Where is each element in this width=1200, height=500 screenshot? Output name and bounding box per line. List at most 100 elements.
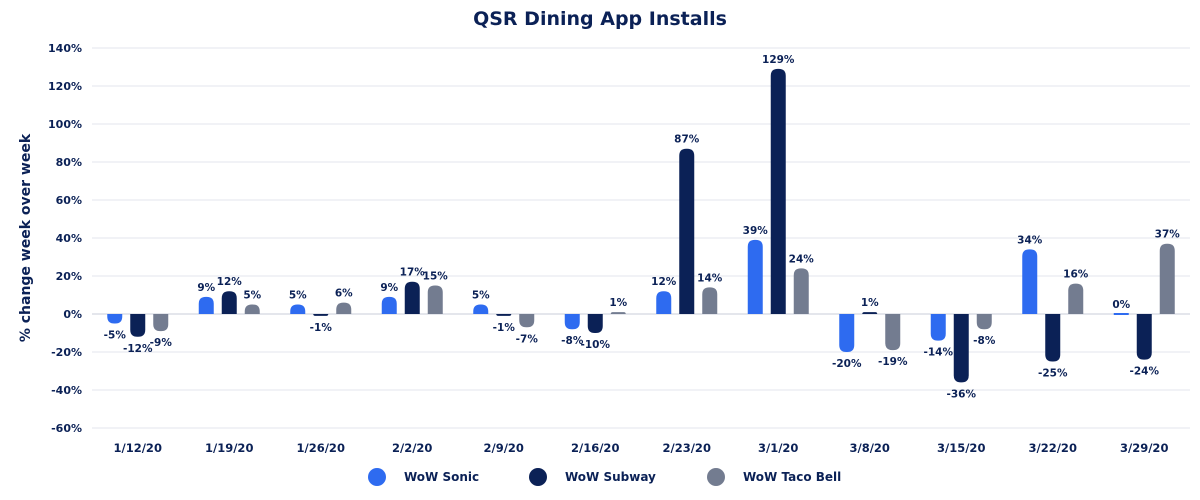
data-label: 0%: [1112, 299, 1130, 311]
data-label: -9%: [150, 337, 173, 349]
data-label: 5%: [472, 290, 490, 302]
data-label: -14%: [924, 347, 954, 359]
data-label: 12%: [651, 276, 677, 288]
data-label: -1%: [310, 322, 333, 334]
bar: [336, 302, 352, 314]
bar: [107, 314, 123, 324]
legend-label: WoW Subway: [565, 470, 656, 484]
bar: [427, 285, 443, 314]
bar: [564, 314, 580, 330]
data-label: -7%: [516, 333, 539, 345]
y-tick-label: 60%: [56, 194, 82, 207]
x-category-label: 1/12/20: [114, 441, 162, 455]
y-axis-title: % change week over week: [18, 133, 34, 342]
data-label: 37%: [1155, 229, 1181, 241]
bar: [381, 296, 397, 314]
data-labels-layer: -5%-12%-9%9% 12%5% 5%-1%6% 9%17%15%5%-1%-7%…: [104, 54, 1181, 400]
bar: [747, 239, 763, 314]
data-label: -19%: [878, 356, 908, 368]
data-label: 87%: [674, 134, 700, 146]
y-tick-label: -40%: [51, 384, 82, 397]
data-label: 15%: [423, 271, 449, 283]
bar: [885, 314, 901, 351]
bar: [587, 314, 603, 333]
bar: [153, 314, 169, 332]
data-label: 1%: [609, 297, 627, 309]
data-label: 17%: [400, 267, 426, 279]
data-label: -5%: [104, 330, 127, 342]
y-tick-label: 80%: [56, 156, 82, 169]
y-tick-label: 140%: [48, 42, 82, 55]
bar: [1159, 243, 1175, 314]
chart-title: QSR Dining App Installs: [473, 8, 727, 30]
data-label: -12%: [123, 343, 153, 355]
data-label: 1%: [861, 297, 879, 309]
bar: [953, 314, 969, 383]
legend-label: WoW Taco Bell: [743, 470, 841, 484]
data-label: -8%: [973, 335, 996, 347]
y-tick-label: 0%: [63, 308, 82, 321]
bar: [130, 314, 146, 337]
legend-swatch: [707, 468, 725, 486]
x-category-label: 2/9/20: [484, 441, 524, 455]
x-category-label: 3/15/20: [937, 441, 985, 455]
bar: [221, 291, 237, 314]
x-category-label: 1/19/20: [205, 441, 253, 455]
data-label: 12%: [217, 276, 243, 288]
legend: WoW Sonic WoW Subway WoW Taco Bell: [368, 468, 841, 486]
bar: [1113, 313, 1129, 315]
bar: [679, 148, 695, 314]
data-label: -36%: [947, 388, 977, 400]
bar: [793, 268, 809, 314]
bar: [656, 291, 672, 314]
data-label: -8%: [561, 335, 584, 347]
data-label: 34%: [1017, 234, 1043, 246]
grid-layer: [92, 47, 1190, 429]
bar: [610, 312, 626, 314]
bar: [244, 304, 260, 314]
data-label: 5%: [289, 290, 307, 302]
bar: [702, 287, 718, 314]
bar: [1045, 314, 1061, 362]
bar: [519, 314, 535, 328]
x-axis-categories: 1/12/20 1/19/20 1/26/20 2/2/20 2/9/20 2/16/20…: [114, 441, 1169, 455]
legend-swatch: [368, 468, 386, 486]
legend-swatch: [529, 468, 547, 486]
data-label: -20%: [832, 358, 862, 370]
data-label: 6%: [335, 288, 353, 300]
bar: [1068, 283, 1084, 314]
data-label: 39%: [743, 225, 769, 237]
bar: [862, 312, 878, 314]
data-label: 129%: [762, 54, 795, 66]
bar: [290, 304, 306, 314]
bar: [976, 314, 992, 330]
bar: [839, 314, 855, 352]
y-tick-label: -20%: [51, 346, 82, 359]
x-category-label: 2/23/20: [663, 441, 711, 455]
bars-layer: [107, 68, 1175, 383]
bar: [770, 68, 786, 315]
y-tick-label: 20%: [56, 270, 82, 283]
y-tick-label: -60%: [51, 422, 82, 435]
data-label: 5%: [243, 290, 261, 302]
data-label: 9%: [197, 282, 215, 294]
bar: [313, 314, 329, 316]
y-axis-ticks: -60% -40% -20% 0% 20% 40% 60% 80% 100% 120% 140%: [48, 42, 82, 435]
data-label: -1%: [493, 322, 516, 334]
data-label: 16%: [1063, 269, 1089, 281]
data-label: -25%: [1038, 368, 1068, 380]
x-category-label: 1/26/20: [297, 441, 345, 455]
data-label: -24%: [1130, 366, 1160, 378]
data-label: 24%: [789, 253, 815, 265]
y-tick-label: 100%: [48, 118, 82, 131]
x-category-label: 3/8/20: [850, 441, 890, 455]
bar: [1022, 249, 1038, 314]
x-category-label: 3/1/20: [758, 441, 798, 455]
x-category-label: 2/2/20: [392, 441, 432, 455]
bar: [1136, 314, 1152, 360]
bar: [198, 296, 214, 314]
bar: [473, 304, 489, 314]
data-label: 14%: [697, 272, 723, 284]
legend-label: WoW Sonic: [404, 470, 479, 484]
